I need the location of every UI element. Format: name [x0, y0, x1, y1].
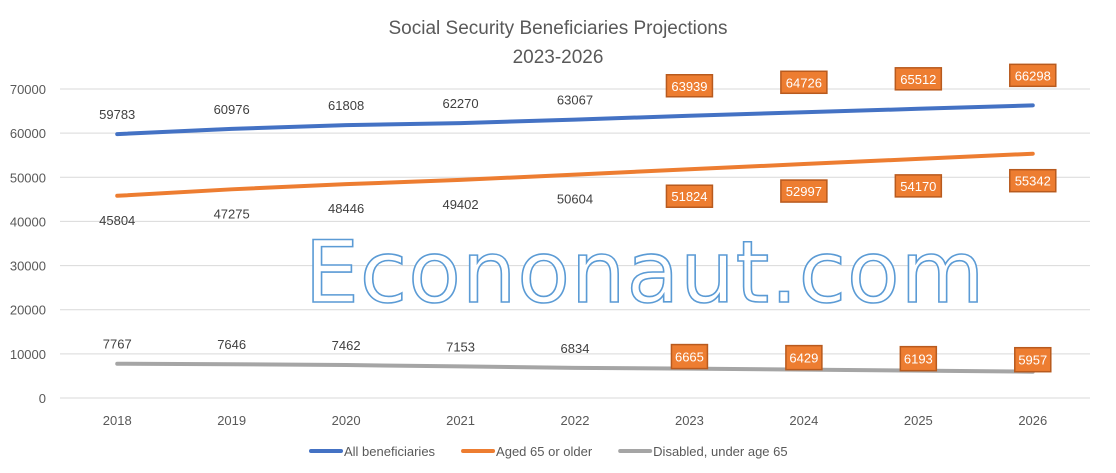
x-tick-label: 2023	[675, 413, 704, 428]
data-label: 55342	[1015, 174, 1051, 189]
y-tick-label: 70000	[10, 82, 46, 97]
x-tick-label: 2021	[446, 413, 475, 428]
data-label: 7462	[332, 338, 361, 353]
data-label-box: 6429	[785, 344, 823, 371]
y-tick-label: 60000	[10, 126, 46, 141]
data-label-box-bg	[665, 74, 714, 98]
series-line-0	[115, 103, 1035, 137]
data-label: 48446	[328, 201, 364, 216]
data-label-box: 55342	[1009, 168, 1057, 193]
data-label: 65512	[900, 72, 936, 87]
legend-item: Disabled, under age 65	[618, 444, 788, 459]
series-line-1	[115, 151, 1035, 198]
legend-label: Disabled, under age 65	[653, 444, 787, 459]
data-label: 6429	[789, 351, 818, 366]
y-tick-label: 30000	[10, 259, 46, 274]
data-label-box-bg	[894, 174, 943, 198]
data-label: 5957	[1018, 353, 1047, 368]
data-label-box-bg	[670, 343, 709, 370]
data-label: 54170	[900, 179, 936, 194]
legend-item: Aged 65 or older	[461, 444, 593, 459]
data-label: 61808	[328, 98, 364, 113]
data-label-box: 63939	[665, 74, 714, 98]
chart-title-line: Social Security Beneficiaries Projection…	[389, 18, 728, 39]
data-label-box: 66298	[1009, 63, 1057, 88]
data-label-box: 52997	[780, 179, 828, 203]
data-label-box-bg	[785, 344, 823, 371]
data-label-box-bg	[780, 70, 828, 95]
data-label-box: 51824	[665, 184, 714, 208]
x-tick-label: 2022	[561, 413, 590, 428]
y-tick-label: 20000	[10, 303, 46, 318]
data-label: 45804	[99, 213, 135, 228]
data-label: 47275	[214, 206, 250, 221]
data-label: 6834	[561, 341, 590, 356]
x-tick-label: 2018	[103, 413, 132, 428]
data-label: 52997	[786, 184, 822, 199]
data-label: 7767	[103, 337, 132, 352]
legend-item: All beneficiaries	[309, 444, 436, 459]
series-line-2	[115, 361, 1035, 374]
data-label: 7646	[217, 337, 246, 352]
x-tick-label: 2024	[789, 413, 818, 428]
data-label: 6193	[904, 352, 933, 367]
data-label: 62270	[442, 96, 478, 111]
data-label-box-bg	[894, 67, 943, 91]
data-label: 63939	[671, 79, 707, 94]
watermark: Econonaut.com	[305, 223, 986, 323]
x-tick-label: 2020	[332, 413, 361, 428]
data-label: 49402	[442, 197, 478, 212]
data-label: 63067	[557, 93, 593, 108]
legend-label: Aged 65 or older	[496, 444, 593, 459]
chart-title-line: 2023-2026	[513, 47, 604, 68]
data-label-box-bg	[780, 179, 828, 203]
data-label-box: 64726	[780, 70, 828, 95]
data-label: 50604	[557, 192, 593, 207]
data-label-box-bg	[1014, 346, 1052, 373]
data-label-box: 54170	[894, 174, 943, 198]
y-tick-label: 40000	[10, 214, 46, 229]
data-label-box: 6193	[899, 345, 938, 372]
data-label: 6665	[675, 350, 704, 365]
data-label-box-bg	[899, 345, 938, 372]
y-tick-label: 10000	[10, 347, 46, 362]
y-tick-label: 50000	[10, 170, 46, 185]
data-label-box-bg	[665, 184, 714, 208]
data-label: 60976	[214, 102, 250, 117]
data-label-box: 65512	[894, 67, 943, 91]
data-label-box: 6665	[670, 343, 709, 370]
data-label: 51824	[671, 189, 707, 204]
data-label-box-bg	[1009, 63, 1057, 88]
data-label-box-bg	[1009, 168, 1057, 193]
y-tick-label: 0	[39, 391, 46, 406]
x-tick-label: 2026	[1018, 413, 1047, 428]
data-label: 66298	[1015, 68, 1051, 83]
data-label: 64726	[786, 75, 822, 90]
x-tick-label: 2025	[904, 413, 933, 428]
legend-label: All beneficiaries	[344, 444, 436, 459]
data-label: 7153	[446, 339, 475, 354]
data-label-box: 5957	[1014, 346, 1052, 373]
data-label: 59783	[99, 107, 135, 122]
x-tick-label: 2019	[217, 413, 246, 428]
